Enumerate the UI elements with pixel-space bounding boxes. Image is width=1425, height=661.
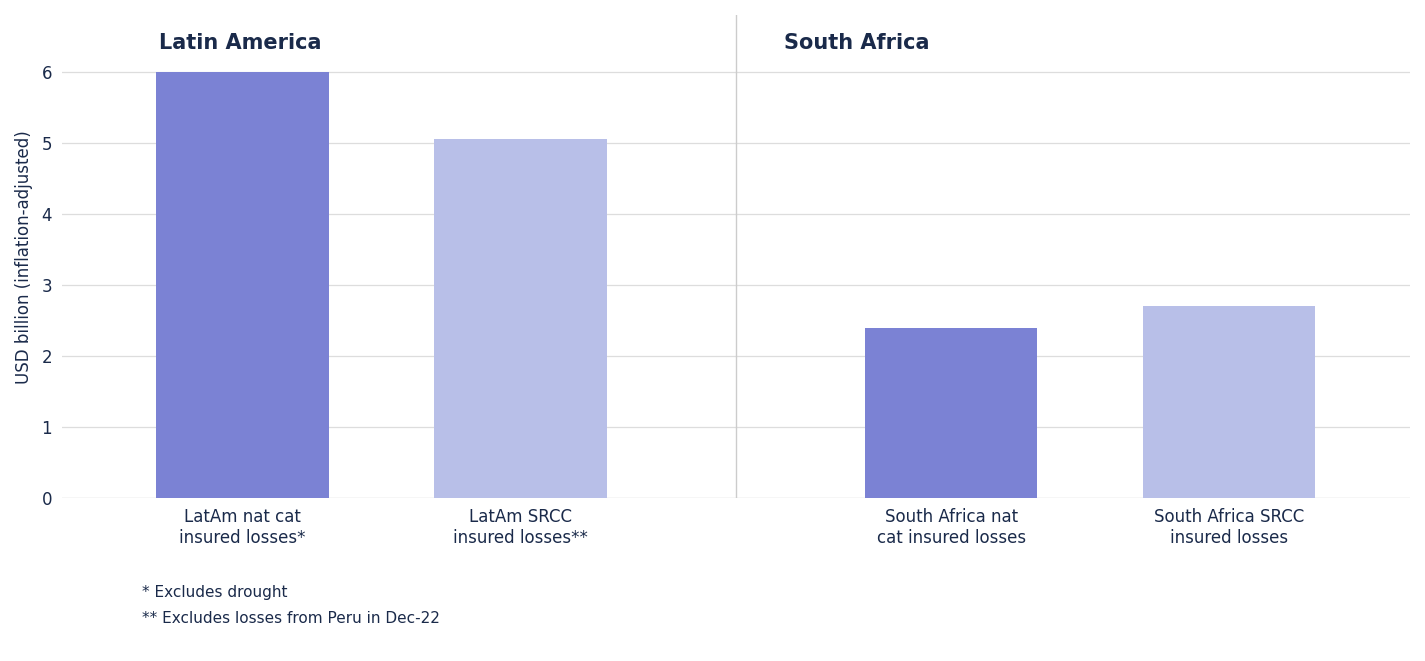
Text: ** Excludes losses from Peru in Dec-22: ** Excludes losses from Peru in Dec-22 xyxy=(142,611,440,627)
Bar xyxy=(435,139,607,498)
Text: South Africa: South Africa xyxy=(785,33,931,53)
Bar xyxy=(865,328,1037,498)
Text: Latin America: Latin America xyxy=(160,33,322,53)
Text: * Excludes drought: * Excludes drought xyxy=(142,585,288,600)
Y-axis label: USD billion (inflation-adjusted): USD billion (inflation-adjusted) xyxy=(16,130,33,383)
Bar xyxy=(1143,307,1315,498)
Bar xyxy=(157,72,329,498)
